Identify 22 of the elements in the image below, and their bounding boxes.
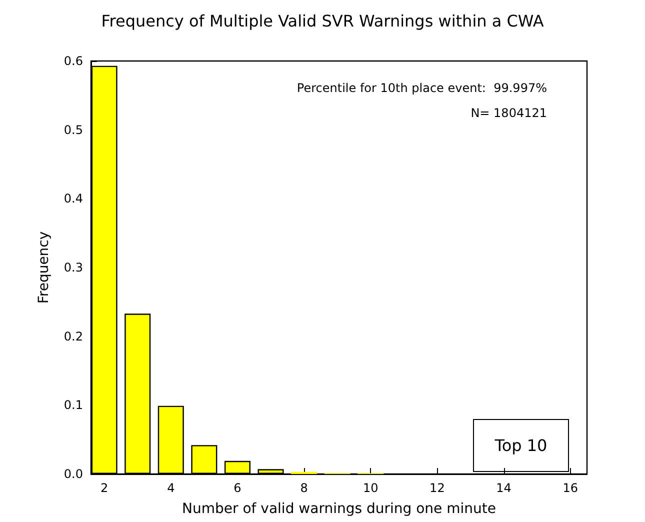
x-tick-label: 16 [562,481,578,495]
y-tick-label: 0.4 [64,192,83,206]
x-tick-label: 4 [167,481,175,495]
outlined-box: Top 10 [473,419,569,472]
y-tick-label: 0.0 [64,467,83,481]
x-tick-label: 12 [430,481,445,495]
x-tick-label: 10 [362,481,378,495]
annotation: Top 10 [494,436,548,455]
x-axis-title: Number of valid warnings during one minute [182,501,496,517]
annotation: Percentile for 10th place event: 99.997% [296,81,547,95]
y-tick-label: 0.5 [64,122,83,137]
x-tick-label: 14 [496,481,512,495]
chart-title: Frequency of Multiple Valid SVR Warnings within a CWA [101,12,544,30]
annotation: N= 1804121 [470,106,547,120]
x-tick-label: 8 [300,481,308,495]
x-tick-label: 6 [234,481,242,495]
y-tick-label: 0.3 [64,260,83,274]
y-tick-label: 0.2 [64,329,83,344]
y-axis-title: Frequency [36,231,52,304]
y-tick-label: 0.6 [64,54,83,68]
x-tick-label: 2 [100,481,108,495]
y-tick-label: 0.1 [64,398,83,412]
